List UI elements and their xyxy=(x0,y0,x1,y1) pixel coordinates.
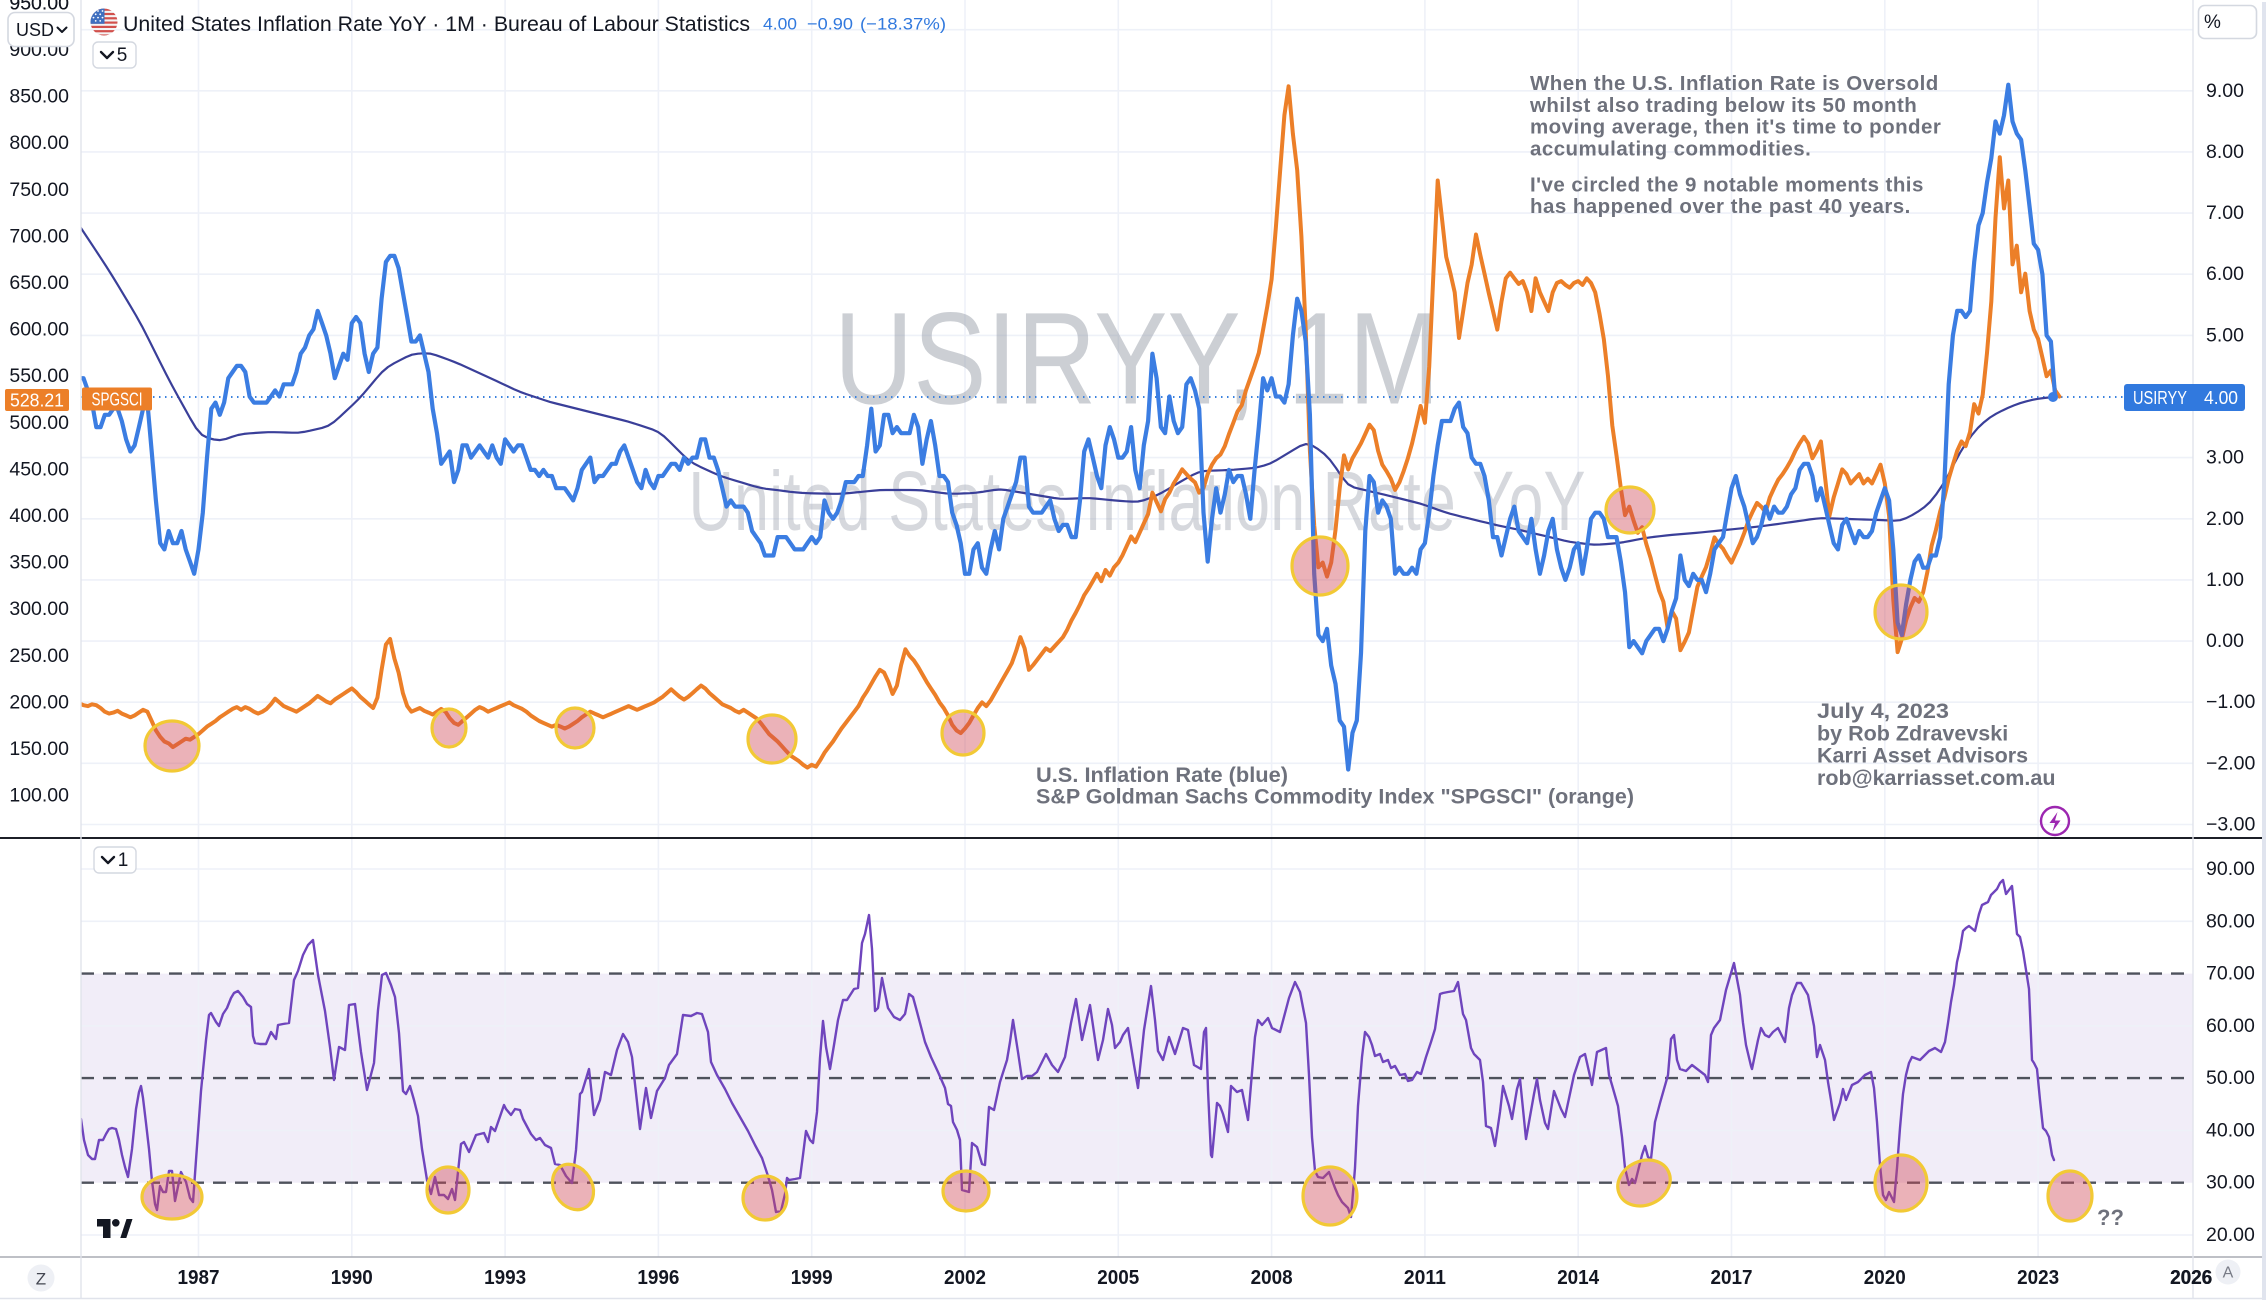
svg-text:550.00: 550.00 xyxy=(9,365,69,387)
svg-text:100.00: 100.00 xyxy=(9,785,69,807)
svg-text:800.00: 800.00 xyxy=(9,132,69,154)
svg-text:1990: 1990 xyxy=(331,1267,373,1289)
svg-text:rob@karriasset.com.au: rob@karriasset.com.au xyxy=(1817,766,2055,790)
svg-text:300.00: 300.00 xyxy=(9,598,69,620)
svg-text:2014: 2014 xyxy=(1557,1267,1600,1289)
svg-text:2005: 2005 xyxy=(1097,1267,1139,1289)
svg-text:5: 5 xyxy=(117,45,128,66)
svg-text:9.00: 9.00 xyxy=(2206,80,2244,102)
svg-text:528.21: 528.21 xyxy=(10,391,64,411)
svg-text:30.00: 30.00 xyxy=(2206,1172,2255,1194)
svg-text:1996: 1996 xyxy=(637,1267,679,1289)
svg-text:Z: Z xyxy=(36,1270,46,1289)
svg-text:200.00: 200.00 xyxy=(9,691,69,713)
svg-text:1993: 1993 xyxy=(484,1267,526,1289)
svg-text:700.00: 700.00 xyxy=(9,225,69,247)
svg-text:2011: 2011 xyxy=(1404,1267,1446,1289)
svg-text:−1.00: −1.00 xyxy=(2206,691,2255,713)
svg-text:−2.00: −2.00 xyxy=(2206,752,2255,774)
svg-text:??: ?? xyxy=(2097,1205,2124,1230)
svg-text:4.00: 4.00 xyxy=(763,15,797,34)
svg-text:whilst also trading below its: whilst also trading below its 50 month xyxy=(1529,94,1917,117)
svg-text:SPGSCI: SPGSCI xyxy=(92,390,143,410)
svg-text:2020: 2020 xyxy=(1864,1267,1906,1289)
svg-text:United States Inflation Rate Y: United States Inflation Rate YoY · 1M · … xyxy=(123,12,750,36)
svg-text:600.00: 600.00 xyxy=(9,319,69,341)
svg-text:350.00: 350.00 xyxy=(9,552,69,574)
svg-text:80.00: 80.00 xyxy=(2206,910,2255,932)
svg-text:150.00: 150.00 xyxy=(9,738,69,760)
svg-text:450.00: 450.00 xyxy=(9,458,69,480)
svg-text:2017: 2017 xyxy=(1711,1267,1753,1289)
svg-text:2002: 2002 xyxy=(944,1267,986,1289)
svg-text:moving average, then it's time: moving average, then it's time to ponder xyxy=(1530,116,1941,139)
svg-text:950.00: 950.00 xyxy=(9,0,69,15)
svg-text:7.00: 7.00 xyxy=(2206,202,2244,224)
svg-text:I've circled the 9 notable mom: I've circled the 9 notable moments this xyxy=(1530,173,1924,196)
svg-text:2023: 2023 xyxy=(2017,1267,2059,1289)
svg-text:Karri Asset Advisors: Karri Asset Advisors xyxy=(1817,744,2028,768)
svg-text:When the U.S. Inflation Rate i: When the U.S. Inflation Rate is Oversold xyxy=(1530,72,1939,95)
svg-text:U.S. Inflation Rate (blue): U.S. Inflation Rate (blue) xyxy=(1036,763,1288,787)
svg-text:%: % xyxy=(2204,12,2221,33)
svg-text:(−18.37%): (−18.37%) xyxy=(860,15,946,34)
svg-text:0.00: 0.00 xyxy=(2206,630,2244,652)
svg-text:70.00: 70.00 xyxy=(2206,963,2255,985)
svg-text:July 4, 2023: July 4, 2023 xyxy=(1817,699,1949,723)
svg-text:USIRYY, 1M: USIRYY, 1M xyxy=(834,285,1440,432)
svg-text:750.00: 750.00 xyxy=(9,179,69,201)
svg-text:has happened over the past 40: has happened over the past 40 years. xyxy=(1530,195,1911,218)
svg-text:USIRYY: USIRYY xyxy=(2133,388,2187,408)
svg-text:850.00: 850.00 xyxy=(9,86,69,108)
svg-text:1: 1 xyxy=(118,850,129,871)
svg-text:5.00: 5.00 xyxy=(2206,324,2244,346)
svg-text:1.00: 1.00 xyxy=(2206,569,2244,591)
svg-text:2026: 2026 xyxy=(2170,1267,2212,1289)
svg-text:1987: 1987 xyxy=(178,1267,220,1289)
svg-text:A: A xyxy=(2223,1265,2234,1282)
svg-text:500.00: 500.00 xyxy=(9,412,69,434)
svg-text:650.00: 650.00 xyxy=(9,272,69,294)
svg-text:2026: 2026 xyxy=(2170,1267,2212,1289)
svg-text:accumulating commodities.: accumulating commodities. xyxy=(1530,137,1811,160)
svg-text:6.00: 6.00 xyxy=(2206,263,2244,285)
svg-text:4.00: 4.00 xyxy=(2204,388,2238,408)
svg-text:950.00: 950.00 xyxy=(9,0,69,14)
svg-text:by Rob Zdravevski: by Rob Zdravevski xyxy=(1817,721,2008,745)
svg-text:50.00: 50.00 xyxy=(2206,1067,2255,1089)
svg-text:3.00: 3.00 xyxy=(2206,447,2244,469)
svg-text:90.00: 90.00 xyxy=(2206,858,2255,880)
svg-text:1999: 1999 xyxy=(791,1267,833,1289)
svg-text:20.00: 20.00 xyxy=(2206,1224,2255,1246)
svg-text:2008: 2008 xyxy=(1251,1267,1293,1289)
svg-text:−0.90: −0.90 xyxy=(807,15,853,34)
svg-text:USD: USD xyxy=(16,20,54,40)
svg-text:S&P Goldman Sachs Commodity In: S&P Goldman Sachs Commodity Index "SPGSC… xyxy=(1036,785,1634,809)
svg-text:250.00: 250.00 xyxy=(9,645,69,667)
svg-text:40.00: 40.00 xyxy=(2206,1119,2255,1141)
svg-text:400.00: 400.00 xyxy=(9,505,69,527)
svg-text:2.00: 2.00 xyxy=(2206,508,2244,530)
svg-text:60.00: 60.00 xyxy=(2206,1015,2255,1037)
svg-text:8.00: 8.00 xyxy=(2206,141,2244,163)
svg-text:−3.00: −3.00 xyxy=(2206,814,2255,836)
